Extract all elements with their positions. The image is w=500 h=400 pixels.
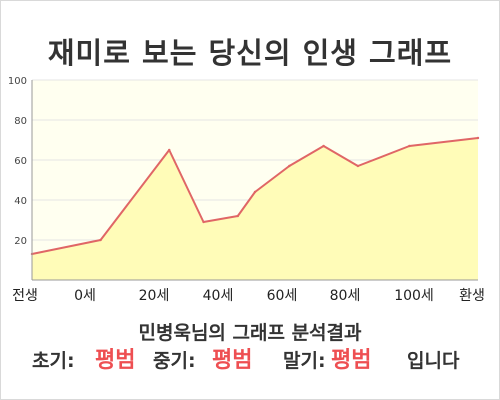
late-value: 평범 — [331, 348, 372, 373]
data-point — [288, 164, 291, 168]
early-value: 평범 — [95, 348, 136, 373]
x-tick-label: 환생 — [459, 288, 485, 304]
early-label: 초기: — [32, 350, 75, 372]
data-point — [99, 238, 102, 242]
tick-labels: 20 40 60 80 100 전생 0세 20세 40세 60세 80세 100세 환생 — [8, 76, 485, 304]
y-tick-label: 40 — [14, 196, 27, 207]
x-tick-label: 80세 — [330, 288, 361, 304]
page-title: 재미로 보는 당신의 인생 그래프 — [47, 36, 453, 70]
analysis-result: 초기: 평범 중기: 평범 말기: 평범 입니다 — [0, 346, 500, 376]
x-tick-label: 60세 — [267, 288, 298, 304]
data-point — [322, 144, 325, 148]
x-tick-label: 전생 — [12, 288, 38, 304]
x-tick-label: 20세 — [139, 288, 170, 304]
axes — [31, 80, 478, 281]
analysis-summary: 민병욱님의 그래프 분석결과 — [138, 322, 362, 344]
data-point — [202, 220, 205, 224]
x-tick-label: 40세 — [203, 288, 234, 304]
x-tick-label: 0세 — [74, 288, 96, 304]
mid-value: 평범 — [212, 348, 253, 373]
y-tick-label: 80 — [14, 116, 27, 127]
area-layer — [30, 136, 480, 280]
result-suffix: 입니다 — [407, 350, 460, 372]
x-tick-label: 100세 — [394, 288, 434, 304]
data-point — [168, 148, 171, 152]
data-point — [236, 214, 240, 218]
data-point — [356, 164, 360, 168]
y-tick-label: 100 — [8, 76, 27, 87]
data-point — [408, 144, 411, 148]
y-tick-label: 20 — [14, 236, 27, 247]
data-point — [253, 190, 257, 194]
mid-label: 중기: — [153, 350, 196, 372]
late-label: 말기: — [283, 350, 326, 372]
area-fill — [32, 138, 478, 280]
y-tick-label: 60 — [14, 156, 27, 167]
data-point — [476, 136, 480, 140]
